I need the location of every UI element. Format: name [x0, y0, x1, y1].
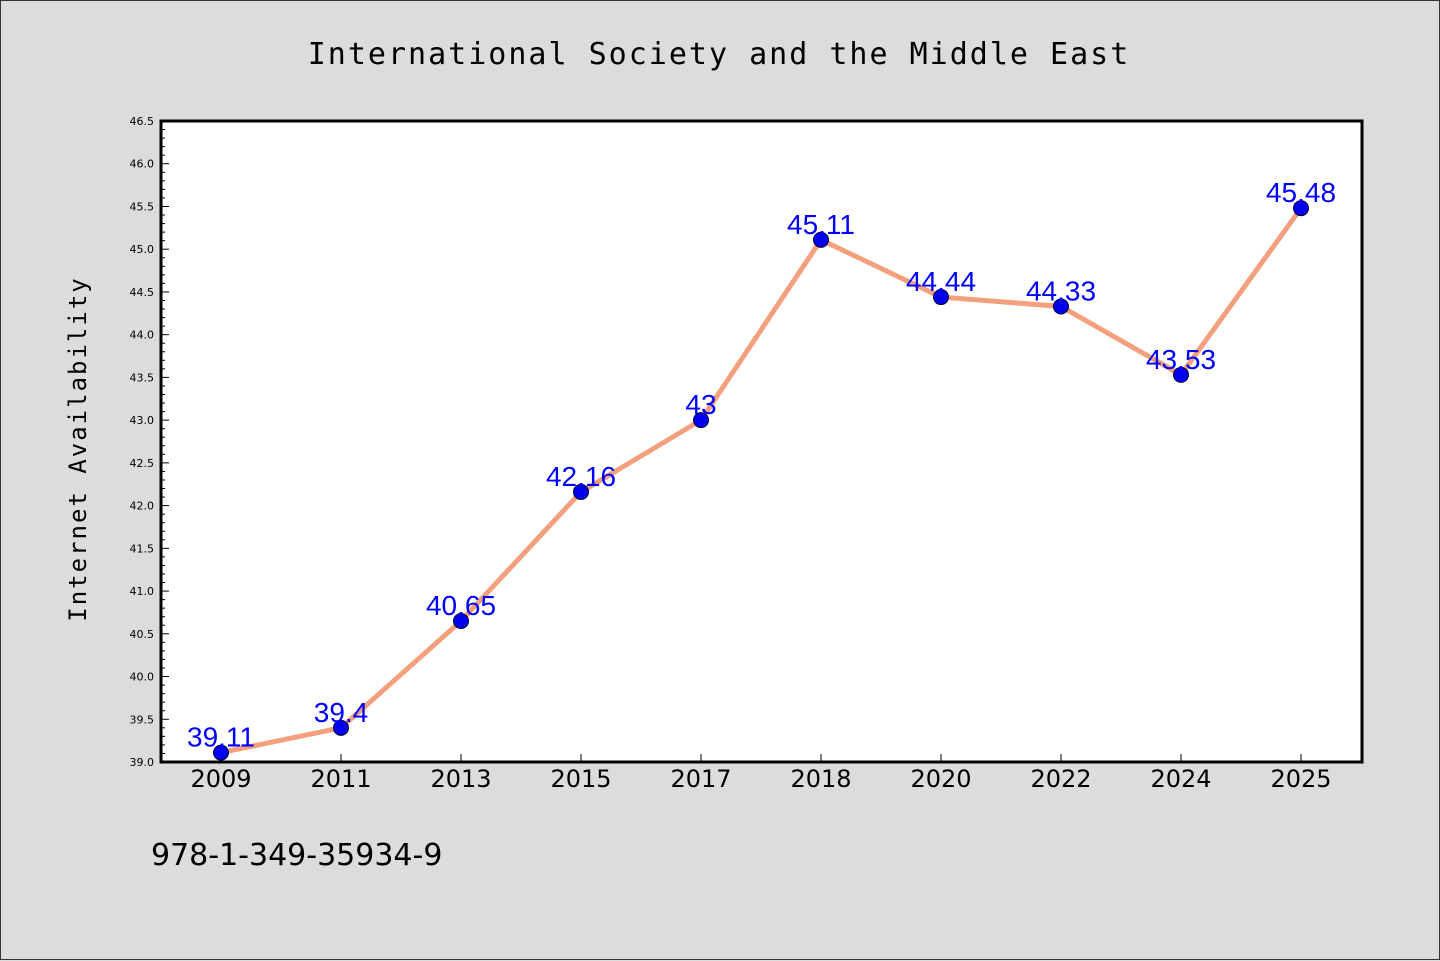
- series-polyline: [218, 205, 1304, 756]
- x-tick-label: 2013: [430, 765, 491, 793]
- y-axis-label: Internet Availability: [64, 276, 92, 621]
- data-label: 43: [685, 389, 716, 420]
- y-tick-label: 43.0: [130, 414, 155, 427]
- y-axis: 39.0 39.5 40.0 40.5 41.0 41.5 42.0 42.5 43.0 43.5…: [130, 115, 169, 769]
- x-tick-label: 2015: [550, 765, 611, 793]
- x-tick-label: 2017: [670, 765, 731, 793]
- y-tick-label: 39.5: [130, 713, 155, 726]
- y-tick-label: 42.0: [130, 500, 155, 513]
- x-tick-label: 2025: [1270, 765, 1331, 793]
- data-point: [933, 289, 949, 306]
- y-tick-label: 40.0: [130, 671, 155, 684]
- data-point: [1173, 366, 1189, 383]
- data-label: 42.16: [546, 461, 616, 492]
- data-label: 45.11: [787, 209, 855, 240]
- data-label: 43.53: [1146, 344, 1216, 375]
- y-tick-label: 44.5: [130, 286, 155, 299]
- x-tick-label: 2022: [1030, 765, 1091, 793]
- y-tick-label: 44.0: [130, 329, 155, 342]
- data-point: [813, 231, 829, 248]
- data-label: 39.4: [314, 697, 369, 728]
- data-label: 40.65: [426, 590, 496, 621]
- data-labels: 39.11 39.4 40.65 42.16 43 45.11 44.44 44.33 43.5…: [187, 177, 1336, 752]
- x-axis: 2009 2011 2013 2015 2017 2018 2020 2022 2024 2025: [190, 754, 1332, 793]
- x-tick-label: 2024: [1150, 765, 1211, 793]
- x-tick-label: 2011: [310, 765, 371, 793]
- plot-area: [159, 119, 1364, 764]
- y-tick-label: 40.5: [130, 628, 155, 641]
- y-tick-label: 39.0: [130, 756, 155, 769]
- y-tick-label: 41.0: [130, 585, 155, 598]
- y-tick-label: 46.0: [130, 158, 155, 171]
- x-tick-label: 2009: [190, 765, 251, 793]
- x-tick-label: 2018: [790, 765, 851, 793]
- data-label: 45.48: [1266, 177, 1336, 208]
- data-label: 44.44: [906, 266, 976, 297]
- y-tick-label: 41.5: [130, 542, 155, 555]
- y-tick-label: 42.5: [130, 457, 155, 470]
- y-tick-label: 46.5: [130, 115, 155, 128]
- data-point: [453, 612, 469, 629]
- y-tick-label: 45.0: [130, 243, 155, 256]
- x-tick-label: 2020: [910, 765, 971, 793]
- data-point: [213, 744, 229, 761]
- data-point: [333, 719, 349, 736]
- data-label: 44.33: [1026, 275, 1096, 306]
- data-point: [1053, 298, 1069, 315]
- data-point: [693, 412, 709, 429]
- footer-code: 978-1-349-35934-9: [151, 838, 442, 873]
- y-tick-label: 43.5: [130, 371, 155, 384]
- data-point: [1293, 200, 1309, 217]
- data-label: 39.11: [187, 722, 255, 753]
- y-tick-label: 45.5: [130, 200, 155, 213]
- data-point: [573, 483, 589, 500]
- chart-title: International Society and the Middle Eas…: [308, 37, 1131, 72]
- series-line: [213, 200, 1309, 761]
